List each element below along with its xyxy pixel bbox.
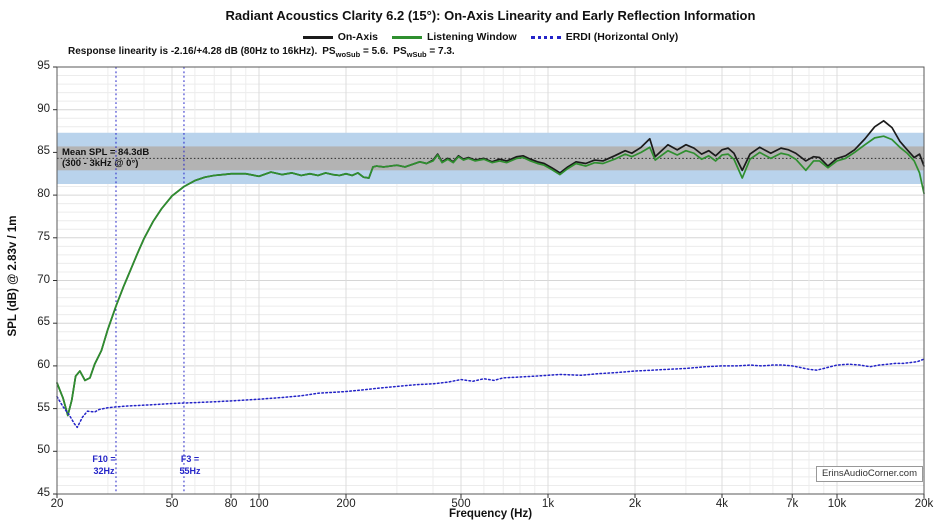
f10-label: F10 = bbox=[92, 454, 116, 464]
ps-wosub-value: = 5.6. bbox=[360, 46, 394, 57]
legend: On-Axis Listening Window ERDI (Horizonta… bbox=[57, 31, 924, 43]
y-tick-label: 95 bbox=[37, 60, 50, 72]
erdi-horizontal-only--curve bbox=[56, 358, 925, 429]
y-tick-label: 70 bbox=[37, 273, 50, 286]
x-tick-label: 4k bbox=[715, 498, 729, 510]
response-linearity-annotation: Response linearity is -2.16/+4.28 dB (80… bbox=[68, 46, 455, 59]
x-tick-label: 20k bbox=[914, 498, 934, 510]
y-tick-label: 45 bbox=[37, 487, 50, 499]
ps-wsub-value: = 7.3. bbox=[426, 46, 455, 57]
chart-title: Radiant Acoustics Clarity 6.2 (15°): On-… bbox=[225, 8, 756, 23]
ps-wosub-label: PS bbox=[322, 46, 336, 57]
y-tick-label: 55 bbox=[37, 401, 50, 414]
x-tick-label: 7k bbox=[786, 498, 799, 510]
ps-wsub-subscript: wSub bbox=[406, 50, 427, 59]
mean-spl-range: (300 - 3kHz @ 0°) bbox=[62, 158, 139, 169]
x-tick-label: 20 bbox=[50, 498, 64, 510]
annotation-text: Response linearity is -2.16/+4.28 dB (80… bbox=[68, 46, 323, 57]
x-tick-label: 100 bbox=[249, 498, 269, 510]
watermark: ErinsAudioCorner.com bbox=[815, 466, 923, 482]
y-tick-label: 75 bbox=[37, 230, 50, 243]
legend-label: Listening Window bbox=[426, 31, 517, 43]
listening-window-curve bbox=[56, 135, 925, 417]
mean-spl-label: Mean SPL = 84.3dB (300 - 3kHz @ 0°) bbox=[62, 147, 149, 169]
legend-item-erdi: ERDI (Horizontal Only) bbox=[530, 31, 679, 43]
y-tick-label: 80 bbox=[37, 188, 50, 201]
legend-label: ERDI (Horizontal Only) bbox=[565, 31, 679, 43]
x-tick-label: 500 bbox=[451, 498, 471, 510]
x-tick-label: 200 bbox=[336, 498, 356, 510]
y-tick-label: 90 bbox=[37, 102, 50, 115]
legend-item-listening-window: Listening Window bbox=[391, 31, 517, 43]
f10-frequency: 32Hz bbox=[93, 466, 115, 476]
f3-marker-label: F3 = 55Hz bbox=[165, 453, 215, 477]
legend-label: On-Axis bbox=[337, 31, 378, 43]
ps-wosub-subscript: woSub bbox=[335, 50, 361, 59]
y-tick-label: 85 bbox=[37, 145, 50, 158]
x-tick-label: 2k bbox=[628, 498, 642, 510]
legend-item-on-axis: On-Axis bbox=[302, 31, 378, 43]
ps-wsub-label: PS bbox=[393, 46, 407, 57]
erdi-dotted-line-swatch-icon bbox=[530, 35, 561, 39]
x-tick-label: 10k bbox=[827, 498, 847, 510]
x-tick-label: 80 bbox=[224, 498, 238, 510]
x-tick-label: 1k bbox=[541, 498, 555, 510]
on-axis-line-swatch-icon bbox=[302, 35, 333, 39]
listening-window-line-swatch-icon bbox=[391, 35, 422, 39]
x-tick-label: 50 bbox=[165, 498, 179, 510]
y-tick-label: 50 bbox=[37, 444, 50, 457]
y-tick-label: 65 bbox=[37, 316, 50, 329]
x-axis-title: Frequency (Hz) bbox=[448, 508, 533, 520]
f3-frequency: 55Hz bbox=[179, 466, 201, 476]
f10-marker-label: F10 = 32Hz bbox=[79, 453, 129, 477]
mean-spl-value: Mean SPL = 84.3dB bbox=[62, 147, 150, 158]
y-tick-label: 60 bbox=[37, 358, 50, 371]
f3-label: F3 = bbox=[180, 454, 200, 464]
